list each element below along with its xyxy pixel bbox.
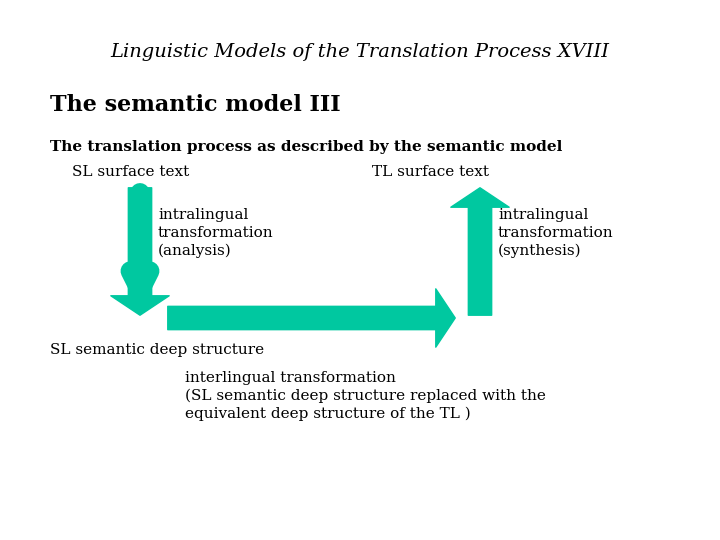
Text: (SL semantic deep structure replaced with the: (SL semantic deep structure replaced wit…: [185, 389, 546, 403]
Text: interlingual transformation: interlingual transformation: [185, 371, 396, 385]
Text: intralingual: intralingual: [498, 208, 588, 222]
Text: SL semantic deep structure: SL semantic deep structure: [50, 343, 264, 357]
Text: transformation: transformation: [158, 226, 274, 240]
Text: TL surface text: TL surface text: [372, 165, 489, 179]
Text: Linguistic Models of the Translation Process XVIII: Linguistic Models of the Translation Pro…: [110, 43, 610, 61]
Text: (synthesis): (synthesis): [498, 244, 582, 258]
Text: The translation process as described by the semantic model: The translation process as described by …: [50, 140, 562, 154]
Text: equivalent deep structure of the TL ): equivalent deep structure of the TL ): [185, 407, 471, 421]
Text: transformation: transformation: [498, 226, 613, 240]
Text: SL surface text: SL surface text: [72, 165, 189, 179]
Text: (analysis): (analysis): [158, 244, 232, 258]
Text: The semantic model III: The semantic model III: [50, 94, 341, 116]
Text: intralingual: intralingual: [158, 208, 248, 222]
